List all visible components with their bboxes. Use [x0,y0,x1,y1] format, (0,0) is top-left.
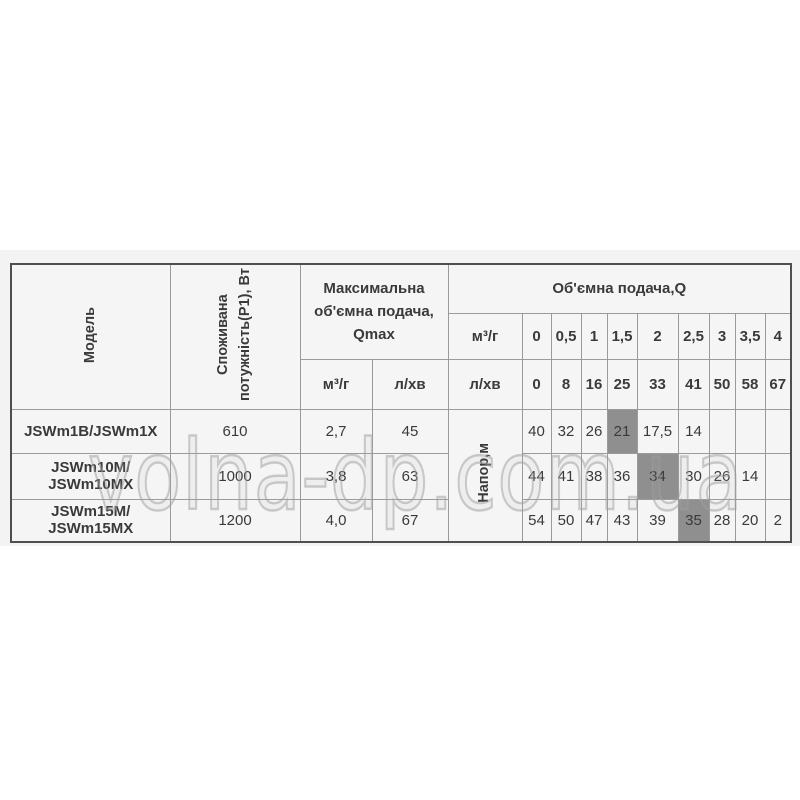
head-value-cell: 50 [550,498,582,543]
head-value-cell-highlighted: 34 [636,452,679,500]
head-value-cell: 47 [580,498,608,543]
head-value-cell: 28 [708,498,736,543]
head-value-cell: 43 [606,498,638,543]
power-column-header-label: Споживана потужність(P1), Вт [215,268,253,402]
flow-m3-tick: 3,5 [734,312,766,360]
power-cell: 1200 [169,498,301,543]
model-column-header-label: Модель [81,306,98,363]
head-value-cell [708,408,736,454]
head-value-cell: 17,5 [636,408,679,454]
qmax-unit-lmin: л/хв [371,358,449,410]
qmax-l-cell: 45 [371,408,449,454]
flow-m3-tick: 1 [580,312,608,360]
qmax-unit-m3h: м³/г [299,358,373,410]
head-value-cell: 41 [550,452,582,500]
head-row-label: Напор,м [447,408,523,543]
flow-m3-tick: 0,5 [550,312,582,360]
qmax-m3-cell: 3,8 [299,452,373,500]
flow-group-header: Об'ємна подача,Q [447,263,792,314]
flow-l-tick: 50 [708,358,736,410]
qmax-l-cell: 67 [371,498,449,543]
flow-m3-tick: 1,5 [606,312,638,360]
flow-m3-tick: 4 [764,312,792,360]
head-value-cell: 26 [580,408,608,454]
head-value-cell: 36 [606,452,638,500]
head-value-cell: 26 [708,452,736,500]
head-row-label-text: Напор,м [476,443,493,504]
flow-l-tick: 33 [636,358,679,410]
head-value-cell: 40 [521,408,552,454]
flow-unit-lmin: л/хв [447,358,523,410]
flow-l-tick: 41 [677,358,710,410]
model-column-header: Модель [10,263,171,410]
qmax-group-header: Максимальна об'ємна подача, Qmax [299,263,449,360]
flow-m3-tick: 3 [708,312,736,360]
flow-l-tick: 25 [606,358,638,410]
model-cell: JSWm15M/ JSWm15MX [10,498,171,543]
flow-l-tick: 16 [580,358,608,410]
power-cell: 610 [169,408,301,454]
qmax-l-cell: 63 [371,452,449,500]
head-value-cell-highlighted: 21 [606,408,638,454]
flow-m3-tick: 0 [521,312,552,360]
head-value-cell: 38 [580,452,608,500]
flow-m3-tick: 2 [636,312,679,360]
flow-l-tick: 8 [550,358,582,410]
flow-unit-m3h: м³/г [447,312,523,360]
head-value-cell: 54 [521,498,552,543]
flow-l-tick: 58 [734,358,766,410]
head-value-cell: 20 [734,498,766,543]
head-value-cell: 14 [734,452,766,500]
head-value-cell [734,408,766,454]
model-cell: JSWm10M/ JSWm10MX [10,452,171,500]
flow-l-tick: 67 [764,358,792,410]
qmax-m3-cell: 2,7 [299,408,373,454]
qmax-m3-cell: 4,0 [299,498,373,543]
head-value-cell: 30 [677,452,710,500]
head-value-cell: 39 [636,498,679,543]
flow-m3-tick: 2,5 [677,312,710,360]
flow-l-tick: 0 [521,358,552,410]
head-value-cell: 44 [521,452,552,500]
pump-spec-table: Модель Споживана потужність(P1), Вт Макс… [10,263,793,543]
head-value-cell: 2 [764,498,792,543]
power-cell: 1000 [169,452,301,500]
head-value-cell-highlighted: 35 [677,498,710,543]
head-value-cell: 14 [677,408,710,454]
model-cell: JSWm1B/JSWm1X [10,408,171,454]
head-value-cell: 32 [550,408,582,454]
head-value-cell [764,408,792,454]
power-column-header: Споживана потужність(P1), Вт [169,263,301,410]
head-value-cell [764,452,792,500]
